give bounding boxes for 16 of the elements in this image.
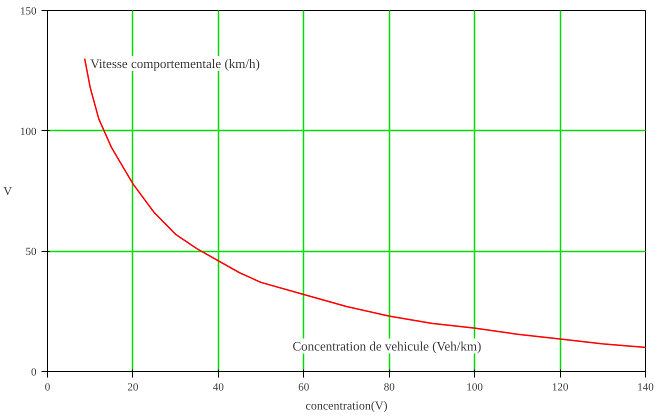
x-tick-label: 80 [384,382,396,394]
y-tick-label: 50 [26,246,37,258]
y-tick-label: 150 [20,6,37,18]
x-tick-label: 100 [466,382,484,394]
x-tick-label: 60 [298,382,310,394]
x-axis-title: concentration(V) [306,398,388,412]
annotation: Vitesse comportementale (km/h) [90,56,260,71]
x-tick-label: 140 [637,382,654,394]
x-tick-label: 120 [552,382,569,394]
x-tick-label: 40 [212,382,224,394]
y-tick-label: 100 [20,126,37,138]
x-tick-label: 20 [127,382,139,394]
annotation: Concentration de vehicule (Veh/km) [292,338,482,354]
x-tick-label: 0 [44,382,51,394]
y-tick-label: 0 [31,366,37,378]
y-axis-title: V [3,184,12,198]
